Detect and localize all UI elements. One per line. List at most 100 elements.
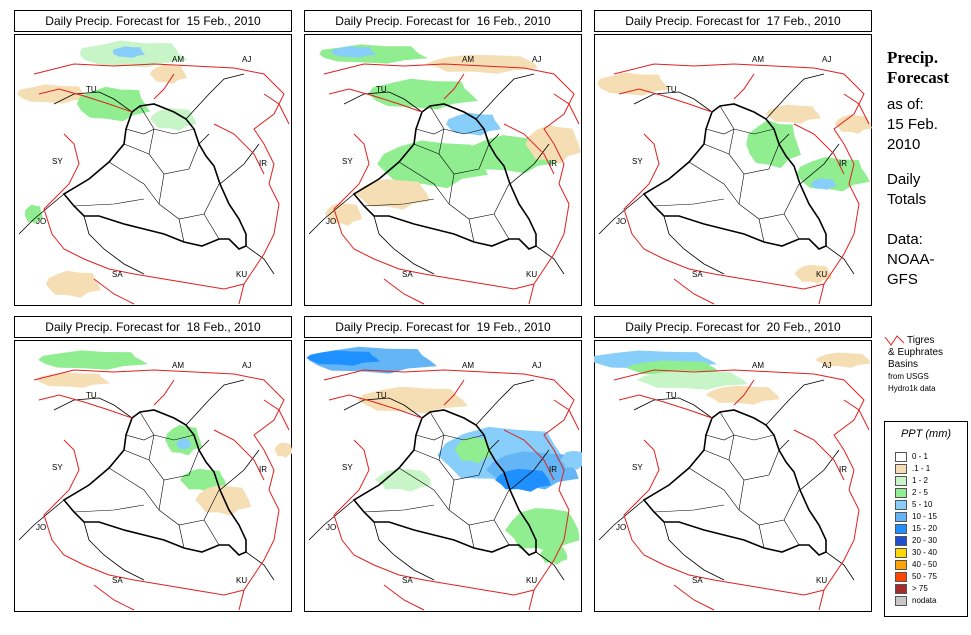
- basin-boundary: [503, 429, 555, 481]
- basin-boundary: [613, 369, 865, 611]
- precip-area: [425, 54, 538, 74]
- asof-date2: 2010: [887, 136, 921, 153]
- legend-swatch: [895, 452, 907, 462]
- basin-boundary: [33, 369, 285, 611]
- country-label-ku: KU: [816, 576, 827, 585]
- country-border: [83, 521, 145, 581]
- iraq-border: [352, 409, 537, 556]
- country-label-ir: IR: [259, 159, 267, 168]
- basin-boundary: [43, 439, 245, 596]
- basin-boundary: [153, 379, 175, 406]
- country-label-sy: SY: [342, 157, 353, 166]
- side-heading: Precip. Forecast: [887, 48, 949, 88]
- basin-boundary: [93, 278, 135, 305]
- legend-label: 40 - 50: [912, 560, 937, 569]
- precip-legend: PPT (mm) 0 - 1 .1 - 1 1 - 2 2 - 5 5 - 10 10 -…: [884, 421, 968, 617]
- basin-boundary: [383, 584, 425, 611]
- country-border: [663, 521, 725, 581]
- country-label-am: AM: [752, 55, 764, 64]
- forecast-panel-19feb: Daily Precip. Forecast for 19 Feb., 2010…: [304, 316, 582, 612]
- precip-area: [525, 125, 581, 164]
- data-line3: GFS: [887, 271, 918, 288]
- precip-area: [810, 178, 837, 190]
- country-label-ku: KU: [526, 270, 537, 279]
- country-border: [373, 521, 435, 581]
- country-border: [633, 397, 713, 419]
- country-border: [765, 73, 825, 120]
- country-border: [535, 245, 565, 275]
- forecast-panel-20feb: Daily Precip. Forecast for 20 Feb., 2010…: [594, 316, 872, 612]
- legend-swatch: [895, 512, 907, 522]
- country-border: [475, 379, 535, 426]
- country-label-sy: SY: [632, 157, 643, 166]
- legend-label: nodata: [912, 596, 937, 605]
- country-border: [778, 133, 790, 145]
- legend-swatch: [895, 584, 907, 594]
- basin-line-icon: [884, 335, 905, 346]
- province-border: [203, 519, 220, 546]
- basin-boundary: [793, 429, 845, 481]
- province-border: [139, 411, 195, 441]
- forecast-map: AM AJ TU SY IR JO SA KU: [14, 340, 292, 612]
- basin-boundary: [323, 369, 575, 611]
- totals-line2: Totals: [887, 191, 927, 208]
- basin-line3: Basins: [888, 359, 919, 370]
- country-label-tu: TU: [376, 391, 387, 400]
- iraq-border: [352, 103, 537, 250]
- province-border: [429, 105, 485, 135]
- precip-area: [17, 84, 91, 104]
- province-border: [363, 504, 435, 513]
- legend-swatch: [895, 548, 907, 558]
- precip-area: [36, 372, 110, 388]
- country-border: [598, 193, 645, 235]
- province-border: [703, 449, 730, 461]
- forecast-panel-17feb: Daily Precip. Forecast for 17 Feb., 2010…: [594, 10, 872, 306]
- basin-boundary: [673, 278, 715, 305]
- legend-label: 30 - 40: [912, 548, 937, 557]
- iraq-border: [62, 103, 247, 250]
- legend-swatch: [895, 488, 907, 498]
- legend-label: 0 - 1: [912, 452, 929, 461]
- basin-boundary: [153, 73, 175, 100]
- precip-area: [355, 179, 430, 210]
- precip-area: [834, 114, 872, 134]
- country-label-sy: SY: [52, 463, 63, 472]
- precip-area: [539, 546, 568, 565]
- country-border: [18, 193, 65, 235]
- basin-boundary: [213, 429, 265, 481]
- province-border: [415, 128, 445, 135]
- legend-label: > 75: [912, 584, 928, 593]
- province-border: [73, 198, 145, 207]
- province-border: [705, 128, 735, 135]
- daily-totals-text: Daily Totals: [887, 170, 926, 210]
- precip-area: [815, 352, 871, 368]
- country-label-jo: JO: [616, 523, 626, 532]
- basin-boundary: [623, 133, 825, 290]
- province-border: [413, 143, 440, 155]
- province-border: [783, 519, 800, 546]
- forecast-panel-15feb: Daily Precip. Forecast for 15 Feb., 2010…: [14, 10, 292, 306]
- totals-line1: Daily: [887, 171, 921, 188]
- asof-label: as of:: [887, 96, 924, 113]
- basin-boundary: [263, 399, 290, 431]
- basin-boundary: [733, 379, 755, 406]
- basin-boundary: [613, 63, 865, 305]
- basin-line4: from USGS: [888, 372, 929, 381]
- precip-area: [636, 370, 748, 390]
- precip-area: [45, 270, 101, 298]
- precip-area: [176, 438, 192, 450]
- legend-label: 50 - 75: [912, 572, 937, 581]
- country-border: [488, 439, 500, 451]
- map-frame: [594, 340, 872, 612]
- province-border: [139, 105, 195, 135]
- precip-area: [38, 350, 149, 370]
- country-border: [373, 215, 435, 275]
- panel-title: Daily Precip. Forecast for 20 Feb., 2010: [594, 316, 872, 338]
- province-border: [73, 504, 145, 513]
- legend-swatch: [895, 464, 907, 474]
- basin-boundary: [383, 278, 425, 305]
- basin-boundary: [843, 399, 870, 431]
- heading-line2: Forecast: [887, 68, 949, 87]
- legend-label: 2 - 5: [912, 488, 929, 497]
- data-line2: NOAA-: [887, 251, 935, 268]
